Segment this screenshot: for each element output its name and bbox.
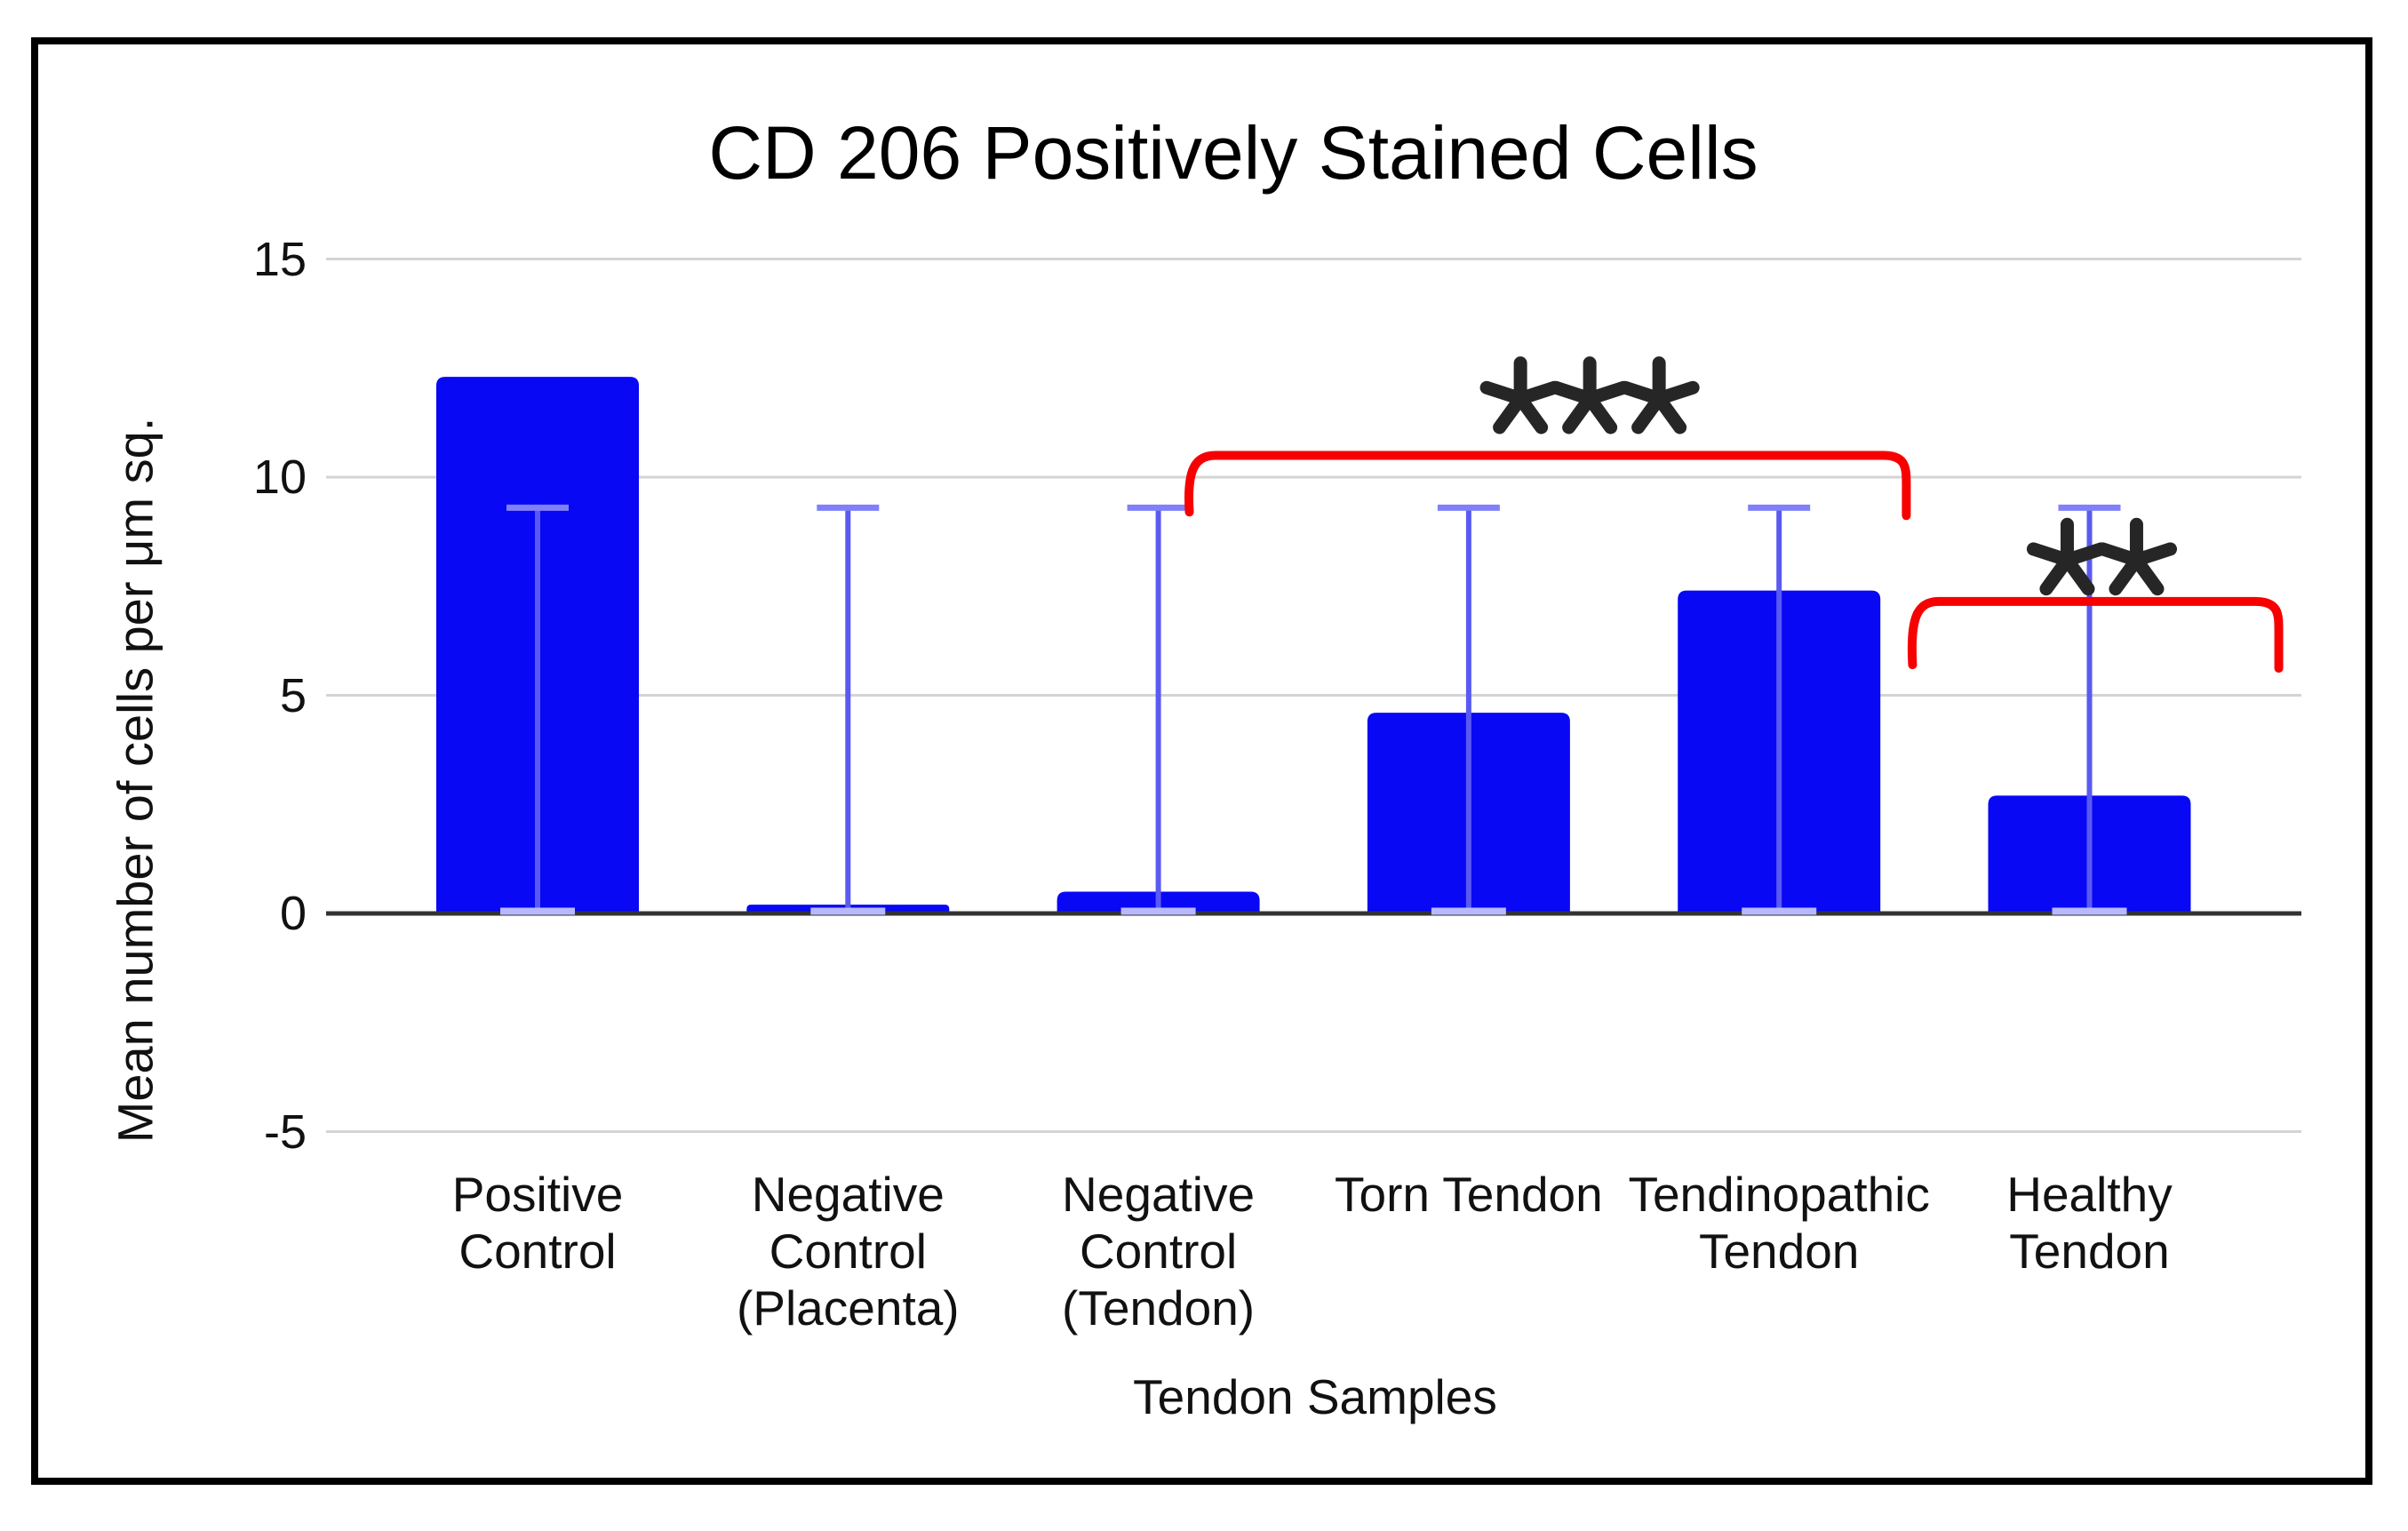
y-tick-label--5: -5 — [263, 1104, 307, 1159]
significance-bracket-0 — [1184, 451, 1911, 521]
significance-asterisk-1 — [2026, 542, 2074, 567]
x-tick-label-line: Control — [458, 1224, 617, 1279]
x-tick-label-1: Negative Control (Placenta) — [572, 1166, 1123, 1336]
x-tick-label-line: (Placenta) — [736, 1280, 960, 1336]
x-tick-label-line: (Tendon) — [1062, 1280, 1256, 1336]
x-tick-label-line: Negative — [1062, 1167, 1256, 1222]
x-tick-label-line: Control — [1079, 1224, 1238, 1279]
x-tick-label-line: Tendon — [1698, 1224, 1860, 1279]
y-axis-title: Mean number of cells per μm sq. — [107, 417, 163, 1144]
significance-asterisk-0 — [1479, 380, 1527, 406]
x-axis-title: Tendon Samples — [1133, 1369, 1497, 1424]
figure-border — [31, 37, 2372, 1485]
x-tick-label-line: Healthy — [2006, 1167, 2173, 1222]
y-tick-label-5: 5 — [279, 668, 307, 722]
significance-asterisk-0 — [1618, 380, 1666, 406]
significance-bracket-1 — [1907, 596, 2284, 674]
x-tick-label-0: Positive Control — [262, 1166, 813, 1280]
x-tick-label-line: Torn Tendon — [1335, 1167, 1603, 1222]
x-tick-label-line: Tendon — [2009, 1224, 2170, 1279]
y-tick-label-10: 10 — [252, 451, 307, 504]
x-tick-label-3: Torn Tendon — [1193, 1166, 1744, 1223]
chart-title: CD 206 Positively Stained Cells — [708, 111, 1758, 195]
significance-asterisk-1 — [2095, 542, 2143, 567]
x-tick-label-5: Healthy Tendon — [1814, 1166, 2365, 1280]
x-tick-label-line: Negative — [751, 1167, 945, 1222]
significance-asterisk-0 — [1549, 380, 1597, 406]
x-tick-label-line: Positive — [451, 1167, 624, 1222]
y-tick-label-0: 0 — [279, 887, 307, 940]
y-tick-label-15: 15 — [252, 232, 307, 286]
x-tick-label-line: Control — [769, 1224, 927, 1279]
x-tick-label-2: Negative Control (Tendon) — [883, 1166, 1434, 1336]
x-tick-label-4: Tendinopathic Tendon — [1503, 1166, 2054, 1280]
x-tick-label-line: Tendinopathic — [1628, 1167, 1930, 1222]
